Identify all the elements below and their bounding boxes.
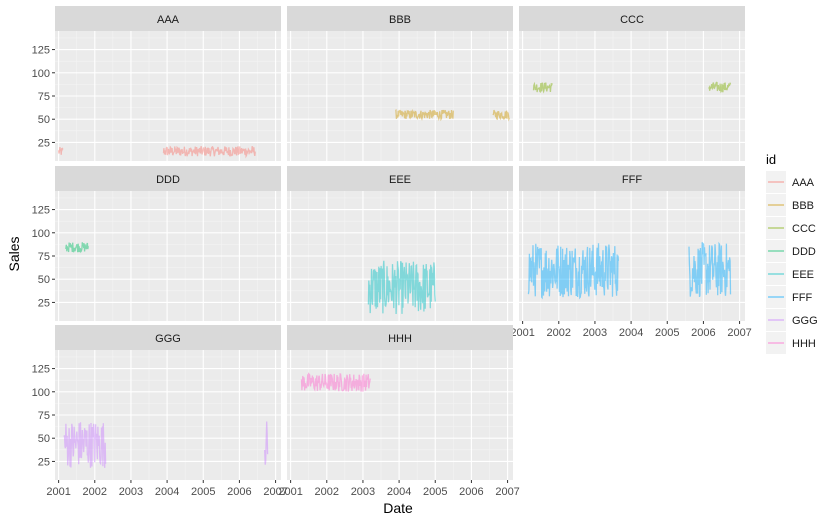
legend: id AAA BBB CCC DDD EEE FFF GGG HHH bbox=[766, 152, 818, 354]
facet-strip bbox=[287, 6, 513, 31]
y-tick-label: 75 bbox=[38, 91, 50, 103]
x-tick-label: 2005 bbox=[191, 486, 215, 498]
x-tick-label: 2001 bbox=[46, 486, 70, 498]
facet-ccc: CCC bbox=[519, 6, 745, 161]
facet-strip bbox=[519, 6, 745, 31]
legend-label: DDD bbox=[792, 246, 816, 258]
facet-strip bbox=[55, 166, 281, 191]
legend-item-bbb: BBB bbox=[766, 194, 814, 216]
facet-strip-label: HHH bbox=[388, 333, 412, 345]
y-tick-label: 100 bbox=[32, 228, 50, 240]
x-tick-label: 2004 bbox=[155, 486, 179, 498]
y-tick-label: 25 bbox=[38, 137, 50, 149]
legend-label: BBB bbox=[792, 200, 814, 212]
facet-strip bbox=[519, 166, 745, 191]
facet-ddd: DDD 25 50 75 100 125 bbox=[32, 166, 281, 321]
series-line-ccc bbox=[532, 81, 553, 94]
legend-title: id bbox=[766, 152, 776, 167]
facet-eee: EEE bbox=[287, 166, 513, 321]
legend-label: GGG bbox=[792, 315, 818, 327]
y-tick-label: 75 bbox=[38, 251, 50, 263]
series-line-ccc bbox=[708, 81, 732, 94]
x-tick-label: 2007 bbox=[263, 486, 287, 498]
facet-strip bbox=[55, 6, 281, 31]
y-tick-label: 50 bbox=[38, 114, 50, 126]
series-line-fff bbox=[688, 241, 732, 298]
y-tick-label: 125 bbox=[32, 45, 50, 57]
x-tick-label: 2002 bbox=[547, 327, 571, 339]
x-tick-label: 2007 bbox=[727, 327, 751, 339]
legend-item-aaa: AAA bbox=[766, 171, 815, 193]
series-line-ggg bbox=[264, 421, 269, 465]
x-tick-label: 2001 bbox=[510, 327, 534, 339]
x-tick-label: 2006 bbox=[459, 486, 483, 498]
facet-strip-label: FFF bbox=[622, 174, 642, 186]
facet-hhh: HHH 2001 2002 2003 2004 2005 2006 2007 bbox=[278, 325, 520, 498]
legend-label: EEE bbox=[792, 269, 814, 281]
facet-aaa: AAA 25 50 75 100 125 bbox=[32, 6, 281, 161]
x-tick-label: 2002 bbox=[315, 486, 339, 498]
legend-item-eee: EEE bbox=[766, 263, 814, 285]
y-tick-label: 50 bbox=[38, 433, 50, 445]
x-tick-label: 2003 bbox=[351, 486, 375, 498]
x-axis-title: Date bbox=[383, 500, 413, 516]
x-tick-label: 2004 bbox=[387, 486, 411, 498]
y-tick-label: 100 bbox=[32, 68, 50, 80]
series-line-ggg bbox=[63, 422, 107, 468]
facet-ggg: GGG 25 50 75 100 125 2001 2002 2003 2004 2005 2006 2… bbox=[32, 325, 288, 498]
x-tick-label: 2003 bbox=[119, 486, 143, 498]
facet-fff: FFF 2001 2002 2003 2004 2005 2006 2007 bbox=[510, 166, 752, 339]
legend-item-hhh: HHH bbox=[766, 332, 816, 354]
y-tick-label: 25 bbox=[38, 456, 50, 468]
facet-strip-label: AAA bbox=[157, 14, 180, 26]
facet-panels: AAA 25 50 75 100 125 BBB CCC DDD 25 50 75 100 125 EEE F… bbox=[32, 6, 752, 498]
facet-strip bbox=[287, 325, 513, 350]
series-line-bbb bbox=[492, 109, 510, 122]
x-tick-label: 2006 bbox=[227, 486, 251, 498]
x-tick-label: 2007 bbox=[495, 486, 519, 498]
facet-strip-label: DDD bbox=[156, 174, 180, 186]
facet-strip bbox=[287, 166, 513, 191]
legend-label: CCC bbox=[792, 223, 816, 235]
facet-bbb: BBB bbox=[287, 6, 513, 161]
facet-strip-label: BBB bbox=[389, 14, 411, 26]
facet-strip bbox=[55, 325, 281, 350]
x-tick-label: 2005 bbox=[423, 486, 447, 498]
legend-item-ddd: DDD bbox=[766, 240, 816, 262]
legend-item-ccc: CCC bbox=[766, 217, 816, 239]
series-line-fff bbox=[527, 243, 620, 300]
series-line-aaa bbox=[57, 146, 64, 155]
x-tick-label: 2002 bbox=[83, 486, 107, 498]
series-line-ddd bbox=[65, 242, 89, 254]
x-tick-label: 2004 bbox=[619, 327, 643, 339]
y-tick-label: 50 bbox=[38, 274, 50, 286]
y-axis-title: Sales bbox=[6, 236, 22, 271]
x-tick-label: 2003 bbox=[583, 327, 607, 339]
legend-label: HHH bbox=[792, 338, 816, 350]
series-line-eee bbox=[367, 260, 436, 315]
legend-item-fff: FFF bbox=[766, 286, 812, 308]
y-tick-label: 100 bbox=[32, 387, 50, 399]
series-line-aaa bbox=[162, 145, 256, 159]
legend-item-ggg: GGG bbox=[766, 309, 818, 331]
y-tick-label: 125 bbox=[32, 205, 50, 217]
x-tick-label: 2006 bbox=[691, 327, 715, 339]
y-tick-label: 125 bbox=[32, 364, 50, 376]
facet-strip-label: CCC bbox=[620, 14, 644, 26]
series-line-bbb bbox=[395, 108, 454, 122]
legend-label: AAA bbox=[792, 177, 815, 189]
series-line-hhh bbox=[300, 372, 371, 392]
y-tick-label: 25 bbox=[38, 297, 50, 309]
legend-label: FFF bbox=[792, 292, 812, 304]
x-tick-label: 2005 bbox=[655, 327, 679, 339]
facet-strip-label: EEE bbox=[389, 174, 411, 186]
facet-strip-label: GGG bbox=[155, 333, 181, 345]
y-tick-label: 75 bbox=[38, 410, 50, 422]
x-tick-label: 2001 bbox=[278, 486, 302, 498]
